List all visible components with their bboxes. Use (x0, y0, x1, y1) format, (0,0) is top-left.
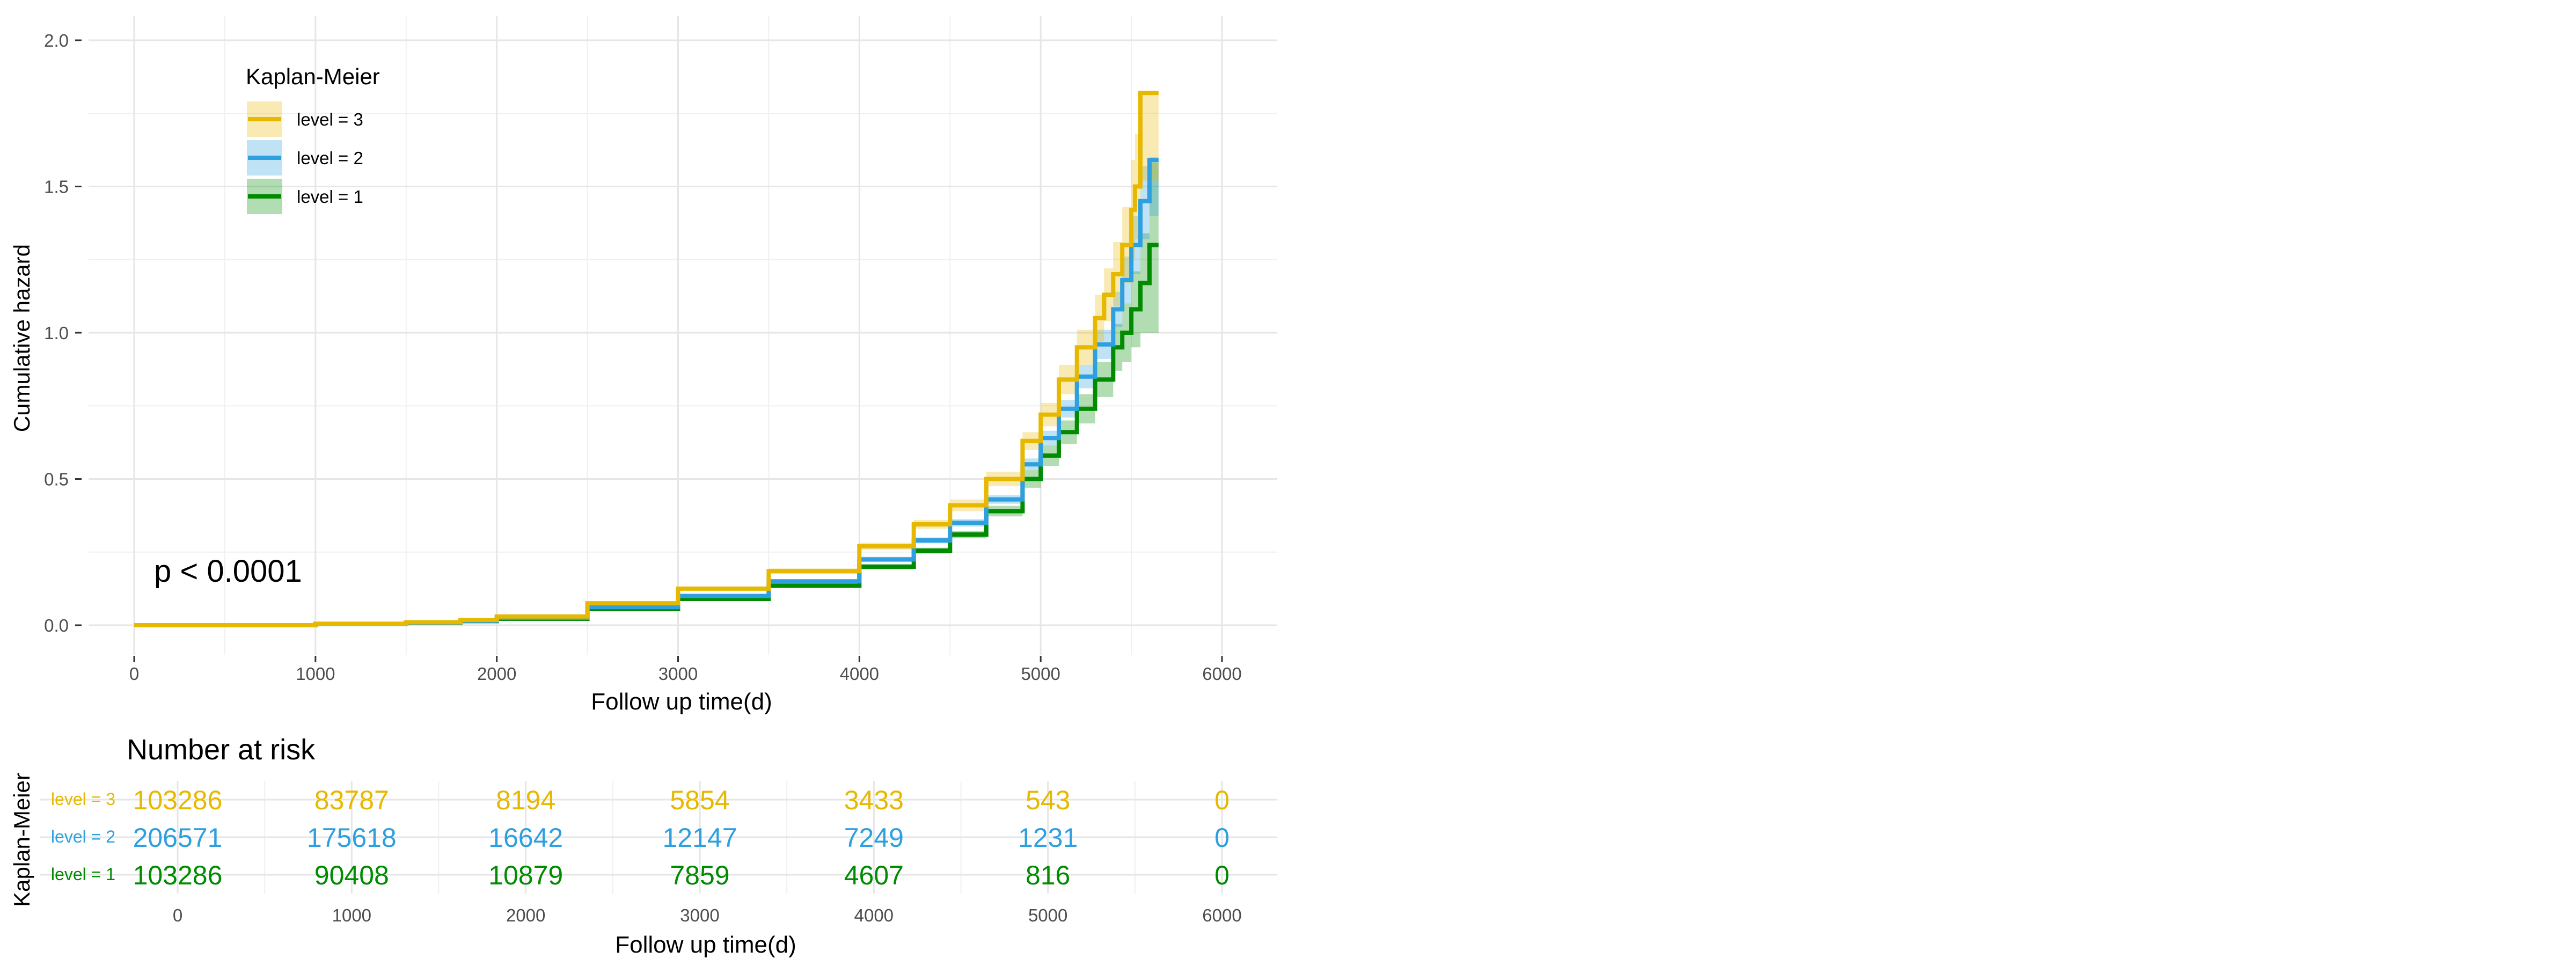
risk-cell: 12147 (662, 823, 737, 853)
y-axis-ticks: 0.0 0.5 1.0 1.5 2.0 (44, 31, 82, 635)
risk-cell: 0 (1214, 823, 1230, 853)
legend-label: level = 3 (297, 109, 363, 129)
legend-label: level = 2 (297, 148, 363, 168)
risk-row-label: level = 1 (51, 865, 115, 884)
y-tick-label: 0.5 (44, 470, 69, 489)
risk-cell: 7859 (670, 860, 729, 890)
risk-cell: 83787 (314, 785, 389, 815)
risk-cell: 175618 (307, 823, 397, 853)
risk-cell: 103286 (133, 860, 223, 890)
risk-cell: 816 (1026, 860, 1070, 890)
legend-item: level = 3 (247, 101, 363, 137)
x-axis-ticks: 0 1000 2000 3000 4000 5000 6000 (129, 656, 1242, 684)
risk-cell: 10879 (488, 860, 563, 890)
x-tick-label: 5000 (1021, 664, 1060, 684)
risk-row-label: level = 2 (51, 827, 115, 846)
risk-cell: 7249 (844, 823, 904, 853)
x-tick-label: 1000 (296, 664, 335, 684)
risk-x-tick-label: 6000 (1202, 905, 1241, 925)
risk-x-axis-ticks: 0 1000 2000 3000 4000 5000 6000 (173, 905, 1242, 925)
risk-y-axis-label: Kaplan-Meier (9, 773, 34, 907)
risk-cell: 90408 (314, 860, 389, 890)
legend-item: level = 1 (247, 179, 363, 214)
x-tick-label: 2000 (477, 664, 516, 684)
risk-cell: 0 (1214, 860, 1230, 890)
y-tick-label: 0.0 (44, 616, 69, 635)
risk-cell: 16642 (488, 823, 563, 853)
risk-cell: 8194 (496, 785, 555, 815)
risk-cell: 206571 (133, 823, 223, 853)
legend-title: Kaplan-Meier (246, 64, 380, 89)
risk-x-tick-label: 3000 (680, 905, 719, 925)
risk-cell: 5854 (670, 785, 729, 815)
risk-x-tick-label: 4000 (854, 905, 894, 925)
risk-x-tick-label: 2000 (506, 905, 545, 925)
risk-cell: 4607 (844, 860, 904, 890)
legend-item: level = 2 (247, 140, 363, 175)
risk-row-labels: level = 3 level = 2 level = 1 (51, 789, 115, 884)
risk-cell: 103286 (133, 785, 223, 815)
risk-row-label: level = 3 (51, 789, 115, 809)
risk-x-tick-label: 0 (173, 905, 182, 925)
cumulative-hazard-panel: 0.0 0.5 1.0 1.5 2.0 0 1000 2000 3000 4000 5000 600… (9, 16, 1277, 715)
y-tick-label: 1.5 (44, 177, 69, 197)
risk-cell: 3433 (844, 785, 904, 815)
risk-x-tick-label: 1000 (332, 905, 371, 925)
risk-x-axis-label: Follow up time(d) (615, 932, 796, 958)
x-axis-label: Follow up time(d) (591, 689, 772, 715)
legend: Kaplan-Meier level = 3 level = 2 level = 1 (246, 64, 380, 214)
y-axis-label: Cumulative hazard (9, 244, 34, 432)
risk-table-grid (40, 781, 1277, 894)
hazard-grid (89, 16, 1277, 655)
x-tick-label: 3000 (658, 664, 698, 684)
x-tick-label: 4000 (840, 664, 879, 684)
y-tick-label: 2.0 (44, 31, 69, 50)
number-at-risk-panel: Number at risk 103286 83787 8194 5854 3433 54… (9, 734, 1277, 958)
legend-items: level = 3 level = 2 level = 1 (247, 101, 363, 214)
risk-cell: 0 (1214, 785, 1230, 815)
legend-label: level = 1 (297, 187, 363, 207)
risk-cell: 543 (1026, 785, 1070, 815)
hazard-curve (134, 91, 1159, 627)
p-value-annotation: p < 0.0001 (154, 554, 302, 589)
x-tick-label: 0 (129, 664, 139, 684)
y-tick-label: 1.0 (44, 323, 69, 343)
risk-table-cells: 103286 83787 8194 5854 3433 543 0 206571 175618 1… (133, 785, 1230, 890)
x-tick-label: 6000 (1202, 664, 1241, 684)
risk-cell: 1231 (1018, 823, 1078, 853)
hazard-curves (134, 91, 1159, 627)
risk-table-title: Number at risk (127, 734, 316, 766)
risk-x-tick-label: 5000 (1028, 905, 1067, 925)
